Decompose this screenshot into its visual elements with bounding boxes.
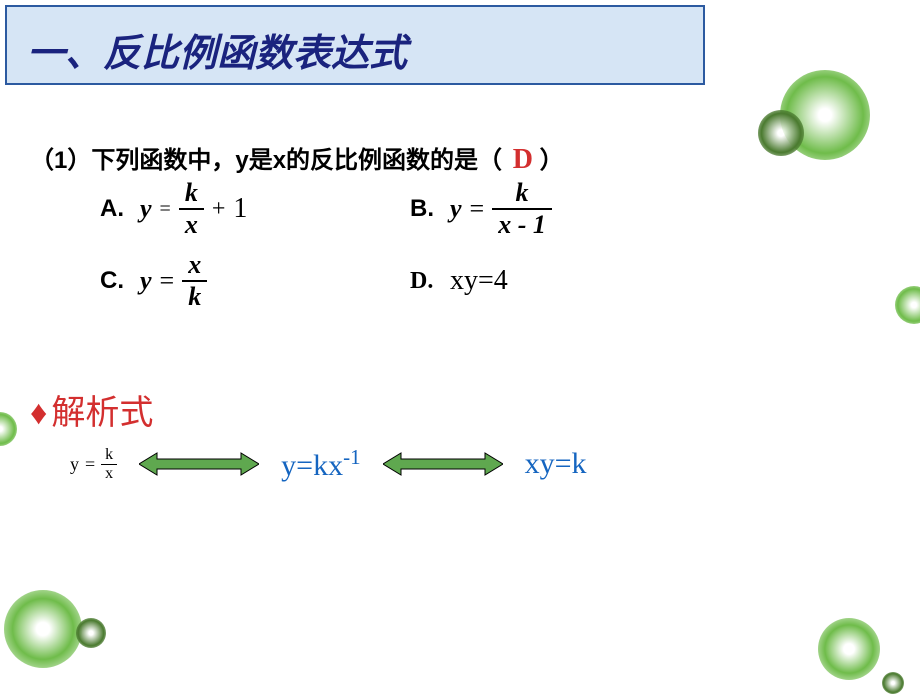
option-c-formula: y = xk bbox=[140, 252, 207, 310]
bg-dot bbox=[4, 590, 82, 668]
option-d-label: D. bbox=[410, 268, 450, 295]
question-text: （1）下列函数中，y是x的反比例函数的是（ D ） bbox=[30, 140, 564, 176]
bg-dot bbox=[882, 672, 904, 694]
bg-dot bbox=[758, 110, 804, 156]
bg-dot bbox=[0, 412, 17, 446]
formula-2: y=kx-1 bbox=[281, 445, 360, 483]
question-answer: D bbox=[513, 144, 533, 175]
section-header: 一、反比例函数表达式 bbox=[5, 5, 705, 85]
question-suffix: ） bbox=[540, 147, 564, 174]
option-b-formula: y = kx - 1 bbox=[450, 180, 552, 238]
formula-3: xy=k bbox=[525, 447, 587, 481]
analysis-text: 解析式 bbox=[51, 395, 153, 432]
bg-dot bbox=[76, 618, 106, 648]
section-title: 一、反比例函数表达式 bbox=[27, 22, 683, 77]
option-d-formula: xy=4 bbox=[450, 265, 508, 297]
options-grid: A. y = kx + 1 B. y = kx - 1 C. y = xk bbox=[100, 180, 850, 324]
option-c-label: C. bbox=[100, 267, 140, 295]
formula-equivalence-row: y = kx y=kx-1 xy=k bbox=[70, 445, 587, 483]
option-a-formula: y = kx + 1 bbox=[140, 180, 247, 238]
double-arrow-icon bbox=[139, 449, 259, 479]
formula-1: y = kx bbox=[70, 447, 117, 482]
option-b-label: B. bbox=[410, 195, 450, 223]
bg-dot bbox=[818, 618, 880, 680]
option-a-label: A. bbox=[100, 195, 140, 223]
bg-dot bbox=[895, 286, 920, 324]
question-prefix: （1）下列函数中，y是x的反比例函数的是（ bbox=[30, 147, 502, 174]
diamond-icon: ♦ bbox=[30, 395, 47, 432]
double-arrow-icon bbox=[383, 449, 503, 479]
analysis-label: ♦解析式 bbox=[30, 385, 153, 434]
